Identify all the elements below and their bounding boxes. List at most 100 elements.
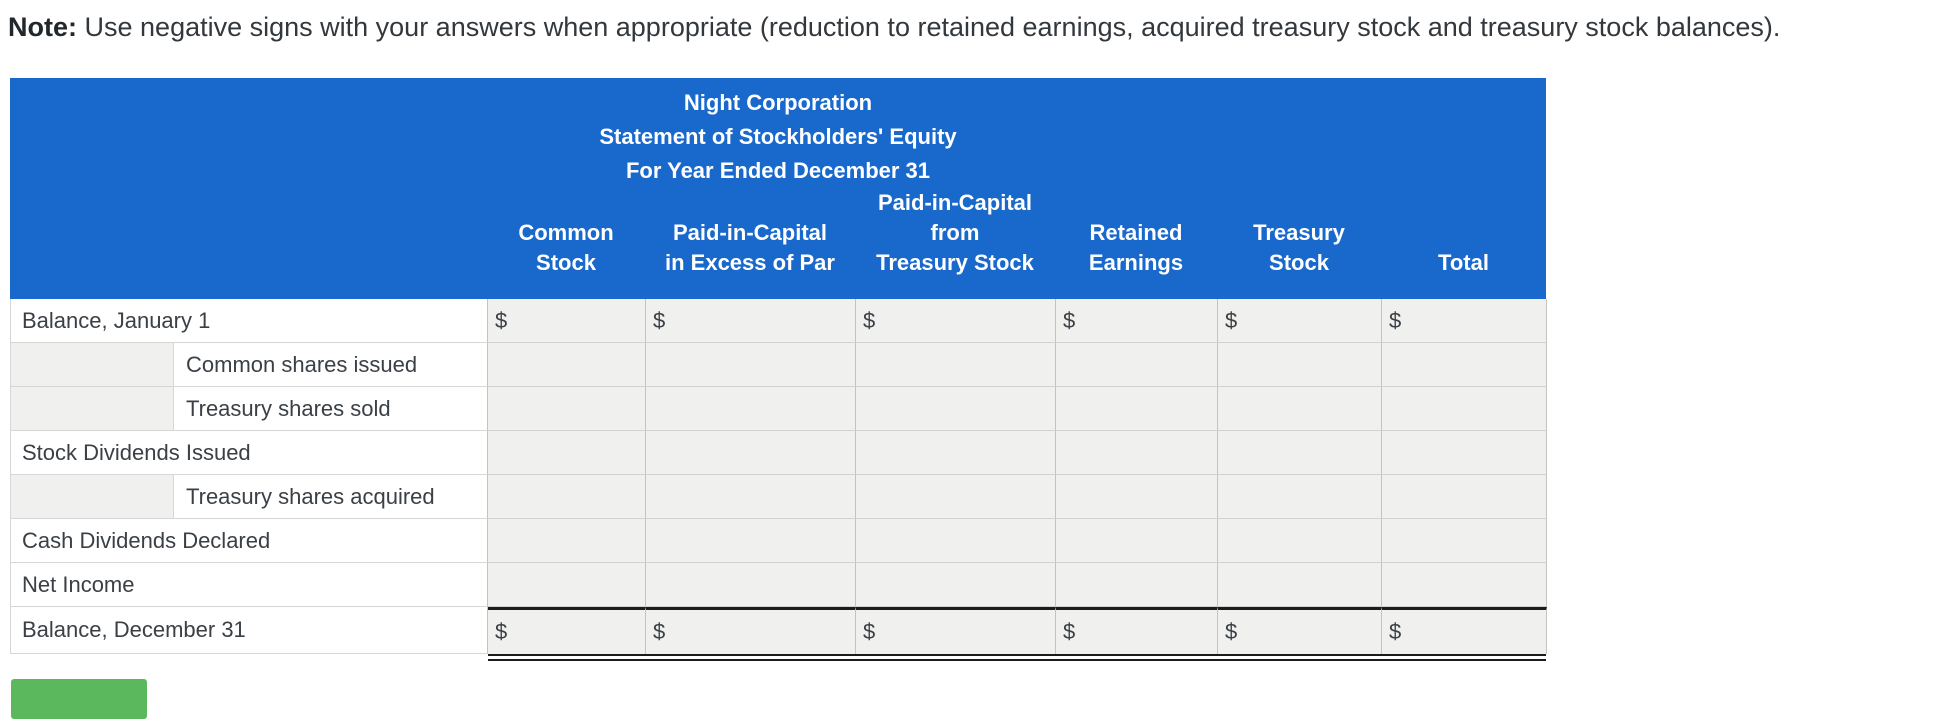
- amount-input[interactable]: [1389, 345, 1546, 384]
- amount-cell[interactable]: $: [856, 299, 1056, 343]
- amount-input[interactable]: [665, 301, 855, 340]
- amount-input[interactable]: [495, 345, 645, 384]
- amount-input[interactable]: [1389, 389, 1546, 428]
- amount-cell[interactable]: [856, 519, 1056, 563]
- amount-cell[interactable]: [856, 563, 1056, 607]
- amount-cell[interactable]: [1056, 387, 1218, 431]
- amount-cell[interactable]: [856, 475, 1056, 519]
- amount-cell[interactable]: $: [1056, 607, 1218, 654]
- amount-cell[interactable]: [1382, 519, 1547, 563]
- green-action-button[interactable]: [11, 679, 147, 719]
- amount-cell[interactable]: $: [856, 607, 1056, 654]
- amount-input[interactable]: [875, 301, 1055, 340]
- amount-input[interactable]: [507, 301, 645, 340]
- amount-input[interactable]: [863, 389, 1055, 428]
- amount-input[interactable]: [1063, 345, 1217, 384]
- amount-input[interactable]: [875, 612, 1055, 652]
- amount-cell[interactable]: [1218, 343, 1382, 387]
- amount-input[interactable]: [1063, 433, 1217, 472]
- amount-cell[interactable]: [1218, 387, 1382, 431]
- amount-input[interactable]: [653, 433, 855, 472]
- amount-cell[interactable]: [1056, 563, 1218, 607]
- amount-input[interactable]: [1063, 521, 1217, 560]
- amount-input[interactable]: [1389, 433, 1546, 472]
- amount-cell[interactable]: [1056, 475, 1218, 519]
- amount-input[interactable]: [1075, 301, 1217, 340]
- amount-input[interactable]: [495, 565, 645, 604]
- amount-input[interactable]: [1401, 612, 1546, 652]
- amount-cell[interactable]: $: [1218, 607, 1382, 654]
- amount-cell[interactable]: [856, 431, 1056, 475]
- amount-input[interactable]: [863, 565, 1055, 604]
- amount-cell[interactable]: [488, 431, 646, 475]
- amount-cell[interactable]: [646, 563, 856, 607]
- amount-input[interactable]: [653, 477, 855, 516]
- amount-cell[interactable]: $: [646, 299, 856, 343]
- amount-cell[interactable]: $: [488, 299, 646, 343]
- amount-input[interactable]: [495, 521, 645, 560]
- amount-cell[interactable]: [856, 343, 1056, 387]
- amount-cell[interactable]: [646, 431, 856, 475]
- amount-cell[interactable]: [1056, 431, 1218, 475]
- currency-symbol: $: [1389, 619, 1402, 644]
- amount-cell[interactable]: [1382, 387, 1547, 431]
- amount-input[interactable]: [863, 433, 1055, 472]
- amount-cell[interactable]: $: [1056, 299, 1218, 343]
- amount-input[interactable]: [665, 612, 855, 652]
- amount-input[interactable]: [653, 345, 855, 384]
- amount-input[interactable]: [1225, 521, 1381, 560]
- amount-input[interactable]: [507, 612, 645, 652]
- amount-input[interactable]: [653, 521, 855, 560]
- amount-cell[interactable]: [646, 519, 856, 563]
- amount-input[interactable]: [1237, 301, 1381, 340]
- amount-cell[interactable]: $: [488, 607, 646, 654]
- amount-cell[interactable]: [1218, 431, 1382, 475]
- amount-input[interactable]: [495, 477, 645, 516]
- amount-cell[interactable]: [856, 387, 1056, 431]
- amount-cell[interactable]: [646, 387, 856, 431]
- amount-cell[interactable]: [488, 563, 646, 607]
- amount-input[interactable]: [495, 389, 645, 428]
- amount-cell[interactable]: [488, 519, 646, 563]
- amount-cell[interactable]: [646, 475, 856, 519]
- amount-cell[interactable]: [646, 343, 856, 387]
- amount-cell[interactable]: $: [1382, 607, 1547, 654]
- amount-cell[interactable]: [488, 387, 646, 431]
- amount-cell[interactable]: [1056, 519, 1218, 563]
- amount-cell[interactable]: [1218, 519, 1382, 563]
- amount-cell[interactable]: [1218, 563, 1382, 607]
- amount-cell[interactable]: [1382, 431, 1547, 475]
- amount-cell[interactable]: [1382, 475, 1547, 519]
- amount-input[interactable]: [653, 565, 855, 604]
- amount-cell[interactable]: [1218, 475, 1382, 519]
- amount-cell[interactable]: $: [1382, 299, 1547, 343]
- amount-input[interactable]: [1225, 345, 1381, 384]
- amount-cell[interactable]: $: [646, 607, 856, 654]
- amount-input[interactable]: [1389, 521, 1546, 560]
- amount-input[interactable]: [1225, 389, 1381, 428]
- amount-input[interactable]: [863, 345, 1055, 384]
- amount-cell[interactable]: [488, 475, 646, 519]
- amount-input[interactable]: [1063, 389, 1217, 428]
- amount-input[interactable]: [1075, 612, 1217, 652]
- amount-input[interactable]: [1389, 477, 1546, 516]
- amount-cell[interactable]: [1056, 343, 1218, 387]
- amount-input[interactable]: [1225, 433, 1381, 472]
- double-underline: [488, 654, 1546, 661]
- amount-cell[interactable]: [1382, 563, 1547, 607]
- table-row-balance-december-31: Balance, December 31 $ $ $ $ $ $: [11, 607, 1547, 654]
- amount-input[interactable]: [1237, 612, 1381, 652]
- amount-input[interactable]: [653, 389, 855, 428]
- amount-input[interactable]: [1063, 477, 1217, 516]
- amount-input[interactable]: [1225, 565, 1381, 604]
- amount-cell[interactable]: [1382, 343, 1547, 387]
- amount-cell[interactable]: $: [1218, 299, 1382, 343]
- amount-cell[interactable]: [488, 343, 646, 387]
- amount-input[interactable]: [863, 521, 1055, 560]
- amount-input[interactable]: [863, 477, 1055, 516]
- amount-input[interactable]: [1063, 565, 1217, 604]
- amount-input[interactable]: [1401, 301, 1546, 340]
- amount-input[interactable]: [1389, 565, 1546, 604]
- amount-input[interactable]: [1225, 477, 1381, 516]
- amount-input[interactable]: [495, 433, 645, 472]
